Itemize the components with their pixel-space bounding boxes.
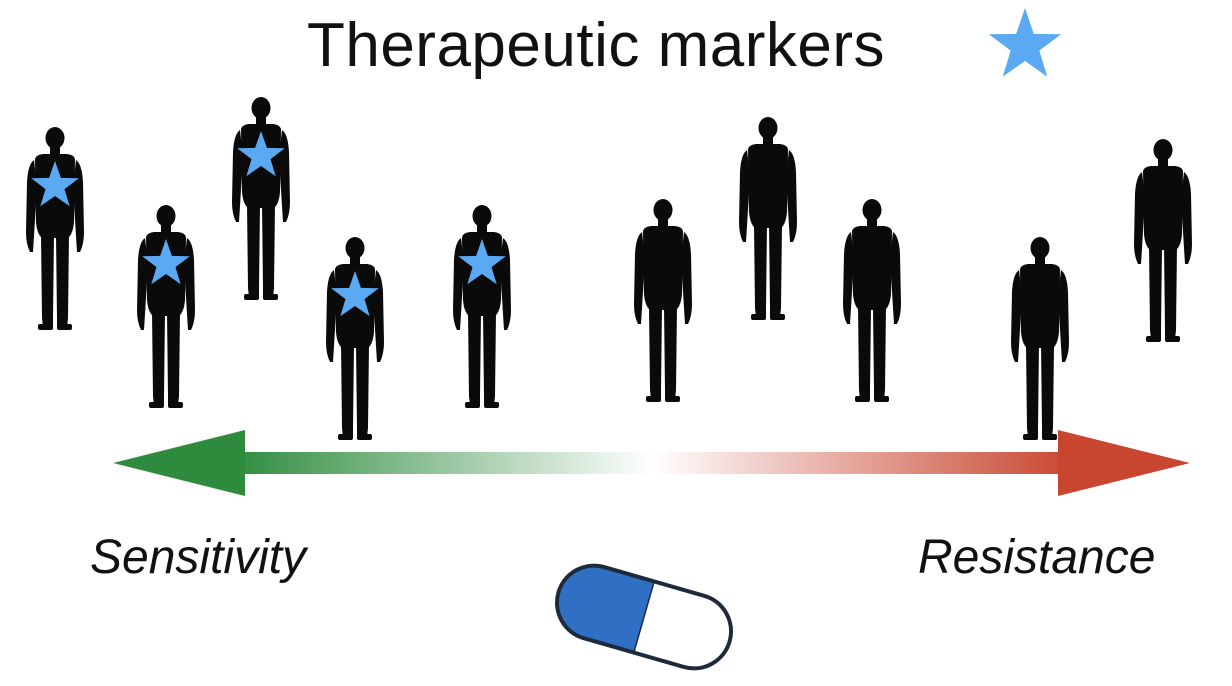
sensitivity-resistance-arrow <box>113 430 1190 496</box>
person-silhouette-icon <box>453 205 511 408</box>
person-silhouette-icon <box>843 199 901 402</box>
person-silhouette-icon <box>232 97 290 300</box>
arrow-left-head <box>113 430 245 496</box>
person-silhouette-icon <box>26 127 84 330</box>
capsule-icon <box>548 556 740 678</box>
person-silhouette-icon <box>1134 139 1192 342</box>
patient-group <box>26 97 1192 440</box>
person-silhouette-icon <box>739 117 797 320</box>
star-icon <box>237 131 285 177</box>
sensitivity-label: Sensitivity <box>90 531 307 584</box>
title-row: Therapeutic markers <box>0 0 1232 90</box>
diagram-title: Therapeutic markers <box>306 10 886 80</box>
star-icon <box>988 8 1062 77</box>
star-icon <box>331 271 379 317</box>
star-icon <box>142 239 190 285</box>
person-silhouette-icon <box>326 237 384 440</box>
resistance-label: Resistance <box>918 531 1156 584</box>
star-icon <box>31 161 79 207</box>
arrow-right-head <box>1058 430 1190 496</box>
person-silhouette-icon <box>634 199 692 402</box>
person-silhouette-icon <box>137 205 195 408</box>
star-icon <box>458 239 506 285</box>
person-silhouette-icon <box>1011 237 1069 440</box>
